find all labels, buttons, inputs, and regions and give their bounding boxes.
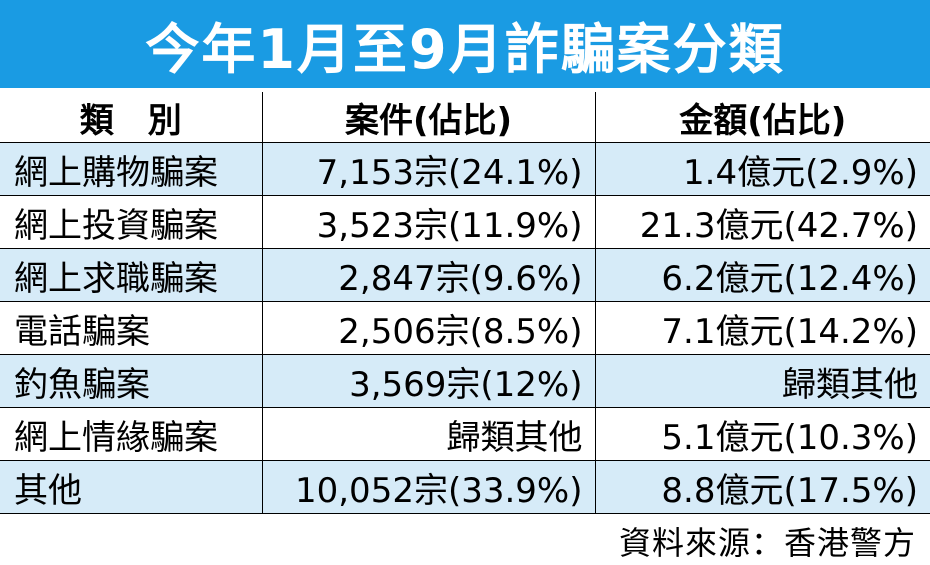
- row-category: 網上購物騙案: [14, 152, 218, 193]
- fraud-category-table: 類 別 案件(佔比) 金額(佔比) 網上購物騙案 7,153宗(24.1%) 1…: [0, 92, 930, 514]
- row-category: 其他: [14, 470, 82, 511]
- table-row: 網上投資騙案 3,523宗(11.9%) 21.3億元(42.7%): [0, 195, 930, 249]
- page-title: 今年1月至9月詐騙案分類: [0, 0, 930, 88]
- table-row: 電話騙案 2,506宗(8.5%) 7.1億元(14.2%): [0, 301, 930, 355]
- row-amount: 6.2億元(12.4%): [594, 248, 930, 302]
- row-amount: 5.1億元(10.3%): [594, 407, 930, 461]
- table-row: 網上求職騙案 2,847宗(9.6%) 6.2億元(12.4%): [0, 248, 930, 302]
- table-row: 網上情緣騙案 歸類其他 5.1億元(10.3%): [0, 407, 930, 461]
- row-cases: 7,153宗(24.1%): [261, 142, 595, 196]
- row-amount: 21.3億元(42.7%): [594, 195, 930, 249]
- column-header-category: 類 別: [0, 92, 262, 143]
- row-amount: 1.4億元(2.9%): [594, 142, 930, 196]
- table-header-row: 類 別 案件(佔比) 金額(佔比): [0, 92, 930, 143]
- source-credit: 資料來源：香港警方: [618, 524, 916, 562]
- table-row: 網上購物騙案 7,153宗(24.1%) 1.4億元(2.9%): [0, 142, 930, 196]
- row-amount: 7.1億元(14.2%): [594, 301, 930, 355]
- row-category: 網上求職騙案: [14, 258, 218, 299]
- row-cases: 歸類其他: [261, 407, 595, 461]
- row-cases: 3,569宗(12%): [261, 354, 595, 408]
- row-cases: 2,847宗(9.6%): [261, 248, 595, 302]
- row-cases: 10,052宗(33.9%): [261, 460, 595, 514]
- row-amount: 歸類其他: [594, 354, 930, 408]
- column-header-cases: 案件(佔比): [261, 92, 595, 143]
- row-category: 網上情緣騙案: [14, 417, 218, 458]
- row-cases: 2,506宗(8.5%): [261, 301, 595, 355]
- column-header-amount: 金額(佔比): [594, 92, 930, 143]
- row-category: 網上投資騙案: [14, 205, 218, 246]
- row-cases: 3,523宗(11.9%): [261, 195, 595, 249]
- row-amount: 8.8億元(17.5%): [594, 460, 930, 514]
- row-category: 電話騙案: [14, 311, 150, 352]
- table-row: 其他 10,052宗(33.9%) 8.8億元(17.5%): [0, 460, 930, 514]
- row-category: 釣魚騙案: [14, 364, 150, 405]
- table-row: 釣魚騙案 3,569宗(12%) 歸類其他: [0, 354, 930, 408]
